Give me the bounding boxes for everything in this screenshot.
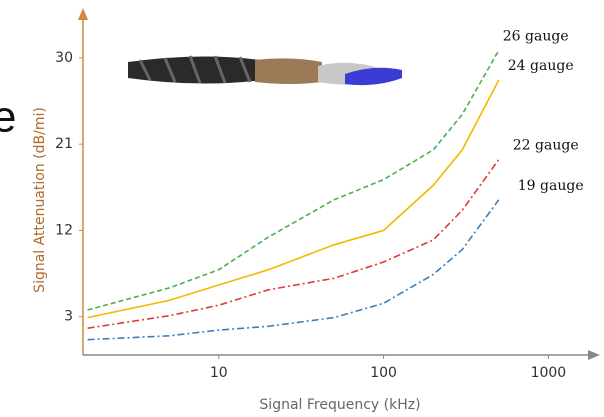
y-axis-label: Signal Attenuation (dB/mi) bbox=[32, 107, 48, 293]
series-label: 19 gauge bbox=[518, 178, 584, 194]
y-tick-label: 12 bbox=[55, 222, 73, 238]
x-tick-label: 1000 bbox=[531, 365, 567, 381]
chart: e Signal Frequency (kHz) Signal Attenuat… bbox=[0, 0, 604, 417]
x-tick-label: 10 bbox=[210, 365, 228, 381]
x-axis-label: Signal Frequency (kHz) bbox=[259, 397, 420, 413]
side-text: e bbox=[0, 93, 16, 142]
series-label: 22 gauge bbox=[513, 138, 579, 154]
y-tick-label: 21 bbox=[55, 136, 73, 152]
y-axis-arrow bbox=[78, 8, 88, 20]
x-axis-arrow bbox=[588, 350, 600, 360]
series-line bbox=[88, 80, 499, 318]
y-tick-label: 3 bbox=[64, 309, 73, 325]
cable-image bbox=[128, 56, 402, 85]
x-tick-label: 100 bbox=[370, 365, 397, 381]
series-label: 24 gauge bbox=[508, 58, 574, 74]
series-line bbox=[88, 160, 499, 329]
y-tick-label: 30 bbox=[55, 50, 73, 66]
series-label: 26 gauge bbox=[503, 28, 569, 44]
